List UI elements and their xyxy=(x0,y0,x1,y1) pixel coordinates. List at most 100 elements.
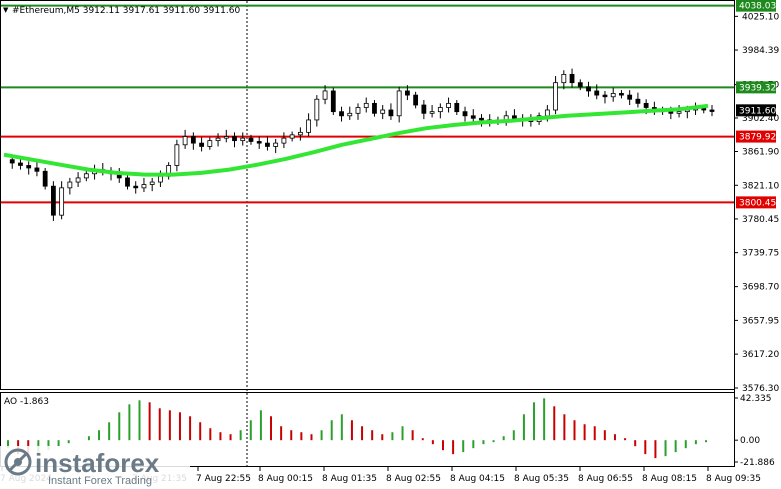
candle-body xyxy=(619,93,624,96)
logo-stroke-icon xyxy=(8,452,28,472)
ao-title: AO -1.863 xyxy=(4,397,49,407)
level-3879-badge-label: 3879.92 xyxy=(739,133,776,143)
watermark-backdrop xyxy=(0,446,190,489)
candle-body xyxy=(569,73,575,84)
level-3939-badge-label: 3939.32 xyxy=(739,83,776,93)
time-tick-label-10: 8 Aug 09:35 xyxy=(706,474,761,484)
candle-body xyxy=(248,137,254,142)
candle-body xyxy=(207,140,213,147)
candle-body xyxy=(676,111,682,114)
watermark: instaforex Instant Forex Trading xyxy=(0,446,190,489)
logo-ring-icon xyxy=(4,448,32,476)
candle-body xyxy=(454,102,460,113)
time-tick-label-7: 8 Aug 05:35 xyxy=(514,474,569,484)
candle-body xyxy=(363,102,369,108)
candle-body xyxy=(182,136,188,146)
ao-tick-label-1: 0.00 xyxy=(740,436,760,446)
candle-body xyxy=(479,117,484,121)
chart-dropdown-icon[interactable]: ▼ xyxy=(3,6,9,14)
candle-body xyxy=(199,142,204,147)
ao-histogram xyxy=(7,398,707,459)
price-tick-label-0: 4025.10 xyxy=(742,12,779,22)
symbol-line: #Ethereum,M5 3912.11 3917.61 3911.60 391… xyxy=(12,6,240,16)
price-tick-label-6: 3780.45 xyxy=(742,215,779,225)
candle-body xyxy=(602,94,608,98)
level-4038-badge-label: 4038.03 xyxy=(739,2,776,12)
time-tick-label-5: 8 Aug 02:55 xyxy=(386,474,441,484)
level-4038-badge xyxy=(736,0,776,12)
candle-body xyxy=(372,102,377,114)
level-3879-badge xyxy=(736,130,776,143)
level-3800-badge xyxy=(736,196,776,209)
time-tick-label-8: 8 Aug 06:55 xyxy=(578,474,633,484)
time-tick-label-9: 8 Aug 08:15 xyxy=(642,474,697,484)
main-plot-frame xyxy=(0,0,735,390)
level-current-badge xyxy=(736,104,776,117)
price-tick-label-9: 3657.95 xyxy=(742,316,779,326)
candle-body xyxy=(347,112,353,117)
candle-body xyxy=(83,173,89,179)
candle-body xyxy=(339,111,344,117)
time-tick-label-6: 8 Aug 04:15 xyxy=(450,474,505,484)
candle-body xyxy=(281,137,287,144)
candle-body xyxy=(67,181,73,189)
candle-body xyxy=(50,185,56,216)
watermark-tagline: Instant Forex Trading xyxy=(48,475,152,487)
ao-tick-label-2: -21.886 xyxy=(740,458,775,468)
level-badges: 4038.03 3939.32 3911.60 3879.92 3800.45 xyxy=(736,0,776,209)
candle-body xyxy=(273,142,279,147)
candle-body xyxy=(709,109,715,112)
level-3939-badge xyxy=(736,81,776,94)
candle-body xyxy=(306,119,312,133)
candle-body xyxy=(133,185,139,189)
ao-tick-label-0: 42.335 xyxy=(740,394,772,404)
candle-body xyxy=(701,107,707,111)
level-3800-badge-label: 3800.45 xyxy=(739,198,776,208)
candle-body xyxy=(594,90,600,96)
candle-body xyxy=(396,90,402,117)
candle-body xyxy=(437,107,443,113)
ao-scale: 42.335 0.00 -21.886 xyxy=(734,394,775,468)
price-tick-label-10: 3617.20 xyxy=(742,350,779,360)
time-tick-label-4: 8 Aug 01:35 xyxy=(322,474,377,484)
candle-body xyxy=(462,111,468,117)
candle-body xyxy=(42,170,48,187)
candle-body xyxy=(635,98,641,104)
price-tick-label-11: 3576.30 xyxy=(742,384,779,394)
candle-body xyxy=(544,109,550,117)
candle-body xyxy=(586,86,591,92)
time-tick-label-3: 8 Aug 00:15 xyxy=(258,474,313,484)
level-lines xyxy=(1,4,734,204)
candle-body xyxy=(314,98,320,121)
candle-body xyxy=(322,90,328,100)
candle-body xyxy=(577,82,583,88)
candle-body xyxy=(610,93,616,98)
price-tick-label-4: 3861.90 xyxy=(742,147,779,157)
candle-body xyxy=(26,165,32,169)
candle-body xyxy=(446,102,451,108)
candle-body xyxy=(174,144,180,166)
candle-body xyxy=(553,82,558,111)
candle-body xyxy=(141,184,147,189)
candle-body xyxy=(158,175,163,183)
candle-body xyxy=(190,136,196,144)
candle-body xyxy=(232,136,237,142)
time-tick-label-2: 7 Aug 22:55 xyxy=(196,474,251,484)
candle-body xyxy=(34,167,40,172)
price-tick-label-3: 3902.40 xyxy=(742,114,779,124)
candle-body xyxy=(561,73,567,84)
candle-body xyxy=(125,177,130,187)
candle-body xyxy=(413,94,419,106)
price-tick-label-8: 3698.70 xyxy=(742,283,779,293)
candle-body xyxy=(289,134,295,139)
candle-body xyxy=(223,136,229,139)
candle-body xyxy=(421,104,427,114)
watermark-brand: instaforex xyxy=(35,448,160,478)
candle-body xyxy=(265,142,270,147)
candle-body xyxy=(404,90,410,96)
ma-line xyxy=(3,103,709,177)
candle-body xyxy=(388,109,394,117)
candle-body xyxy=(429,111,435,114)
candle-body xyxy=(75,177,81,183)
